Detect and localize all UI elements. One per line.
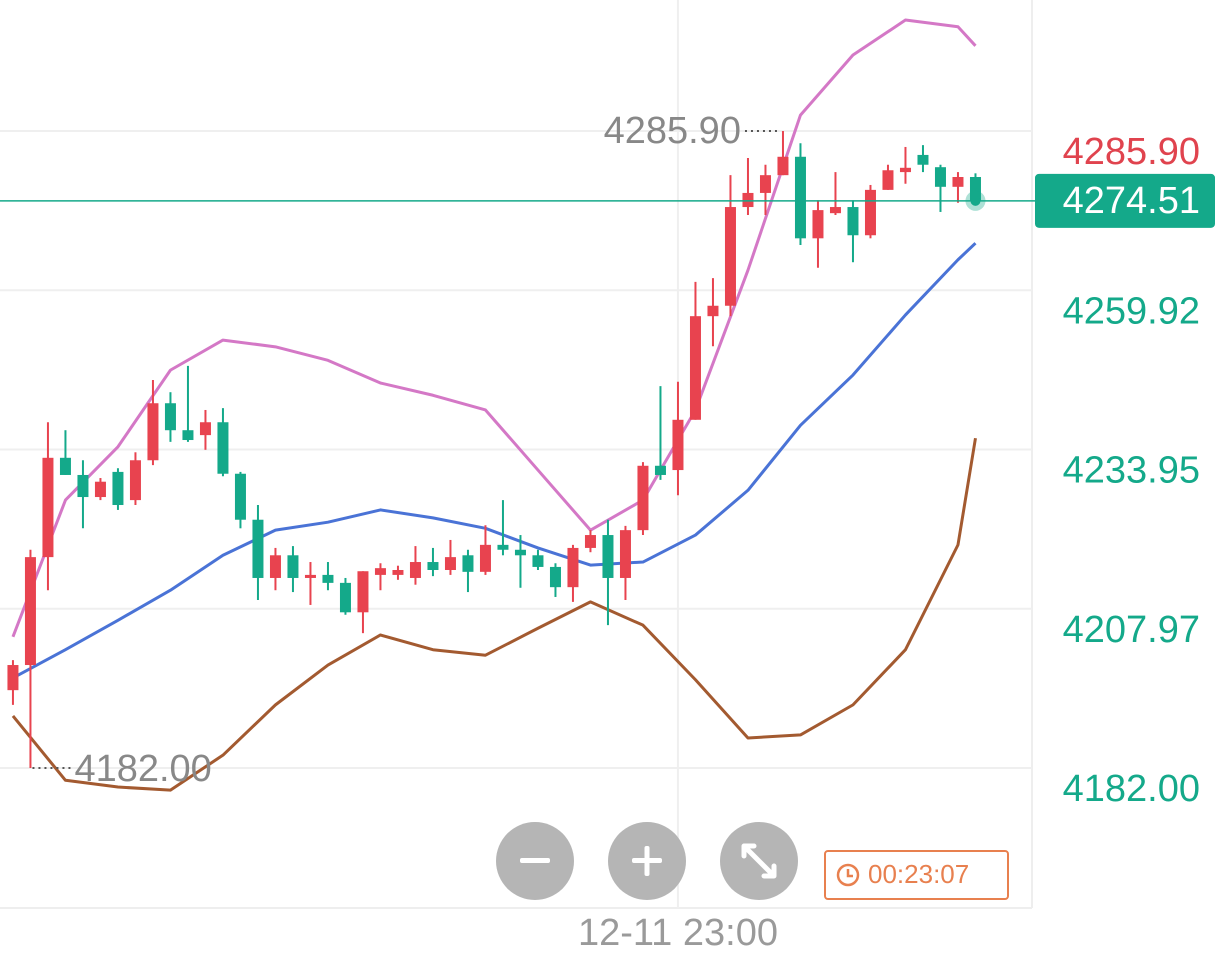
candle-body xyxy=(234,473,246,520)
countdown-box: 00:23:07 xyxy=(824,850,1009,900)
candle-body xyxy=(689,316,701,420)
candle-body xyxy=(899,167,911,173)
candle-body xyxy=(182,430,194,441)
clock-hand xyxy=(846,869,853,878)
candle-body xyxy=(112,471,124,506)
candle-body xyxy=(409,562,421,578)
candle-body xyxy=(794,156,806,239)
grid xyxy=(0,0,1032,908)
candle-body xyxy=(759,175,771,193)
candle-body xyxy=(304,574,316,578)
candle-body xyxy=(777,156,789,176)
countdown-text: 00:23:07 xyxy=(868,859,969,889)
candle-body xyxy=(707,305,719,317)
zoom-in-button[interactable] xyxy=(608,822,686,900)
candle-body xyxy=(322,574,334,583)
candle-body xyxy=(637,465,649,531)
candle-body xyxy=(952,177,964,187)
countdown-frame xyxy=(824,850,1009,900)
y-tick-label: 4285.90 xyxy=(1063,131,1200,173)
y-tick-label: 4207.97 xyxy=(1063,609,1200,651)
candle-body xyxy=(462,555,474,572)
band-line xyxy=(11,18,977,638)
candle-body xyxy=(724,207,736,306)
candle-body xyxy=(619,530,631,578)
candle-body xyxy=(532,555,544,567)
candle-body xyxy=(742,192,754,208)
y-tick-label: 4233.95 xyxy=(1063,450,1200,492)
band-line xyxy=(11,437,977,792)
candles xyxy=(7,131,981,769)
y-tick-label: 4182.00 xyxy=(1063,768,1200,810)
candle-body xyxy=(812,210,824,239)
last-price-box xyxy=(1035,173,1215,228)
candle-body xyxy=(934,167,946,187)
candle-body xyxy=(77,474,89,498)
candle-body xyxy=(654,465,666,475)
y-tick-label: 4259.92 xyxy=(1063,290,1200,332)
candle-body xyxy=(59,457,71,475)
candle-body xyxy=(147,403,159,461)
candle-body xyxy=(42,457,54,558)
last-price-label: 4274.51 xyxy=(1063,180,1200,222)
candle-body xyxy=(584,535,596,548)
candle-body xyxy=(129,460,141,501)
candle-body xyxy=(252,519,264,578)
candle-body xyxy=(357,571,369,613)
zoom-out-button[interactable] xyxy=(496,822,574,900)
candle-body xyxy=(199,422,211,436)
candle-body xyxy=(864,189,876,236)
candle-body xyxy=(7,665,19,691)
band-line xyxy=(12,242,977,680)
expand-icon xyxy=(741,843,777,879)
candle-body xyxy=(567,547,579,588)
candle-body xyxy=(444,557,456,570)
clock-icon xyxy=(836,863,860,887)
candle-body xyxy=(287,555,299,578)
candle-body xyxy=(94,481,106,498)
candle-body xyxy=(882,170,894,190)
candle-body xyxy=(917,154,929,165)
candle-body xyxy=(672,419,684,471)
candle-body xyxy=(339,582,351,613)
overlays xyxy=(11,18,977,792)
candle-body xyxy=(24,557,36,666)
candle-body xyxy=(514,549,526,556)
candle-body xyxy=(969,177,981,201)
plus-icon xyxy=(644,846,650,876)
candle-body xyxy=(164,403,176,431)
candle-body xyxy=(549,566,561,588)
candle-body xyxy=(392,569,404,575)
minus-icon xyxy=(520,858,550,863)
candle-body xyxy=(427,562,439,570)
candle-body xyxy=(847,207,859,236)
candle-body xyxy=(497,544,509,550)
candle-body xyxy=(829,207,841,214)
last-price-dot xyxy=(970,195,981,206)
min-label: 4182.00 xyxy=(74,748,211,790)
annotations: 4182.00 4207.97 4233.95 4259.92 4285.90 12-11… xyxy=(0,110,1215,954)
candle-body xyxy=(374,568,386,575)
candle-body xyxy=(479,544,491,572)
fullscreen-button[interactable] xyxy=(720,822,798,900)
x-tick-label: 12-11 23:00 xyxy=(578,912,778,954)
max-label: 4285.90 xyxy=(604,110,741,152)
candle-body xyxy=(217,422,229,474)
candle-body xyxy=(269,555,281,578)
candle-body xyxy=(602,535,614,578)
